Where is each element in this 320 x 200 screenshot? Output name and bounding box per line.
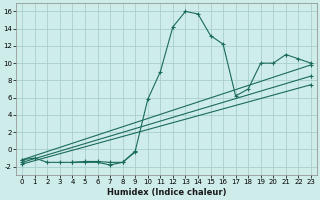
- X-axis label: Humidex (Indice chaleur): Humidex (Indice chaleur): [107, 188, 226, 197]
